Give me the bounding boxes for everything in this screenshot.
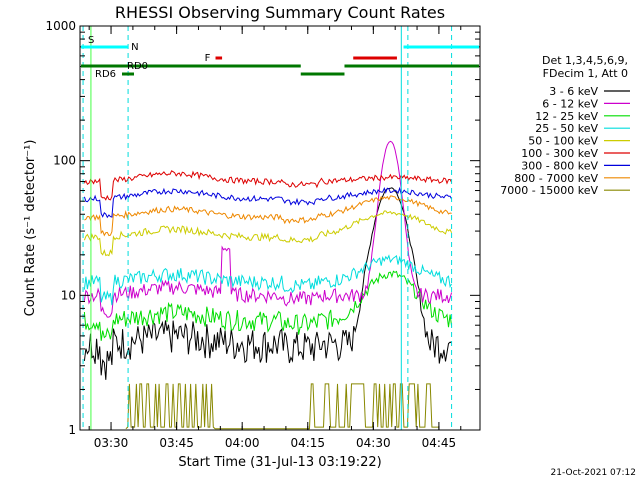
y-tick-label: 1 [68, 423, 76, 437]
series-line [83, 186, 453, 219]
legend: Det 1,3,4,5,6,9,FDecim 1, Att 0 3 - 6 keV… [500, 54, 630, 197]
x-tick-label: 04:15 [290, 436, 325, 450]
series-line [83, 210, 453, 257]
flag-label: F [205, 53, 211, 64]
timestamp: 21-Oct-2021 07:12 [551, 468, 636, 478]
series-line [83, 270, 453, 341]
legend-label: 25 - 50 keV [535, 122, 598, 135]
plot-area [82, 26, 453, 430]
x-axis-label: Start Time (31-Jul-13 03:19:22) [178, 455, 381, 470]
chart-title: RHESSI Observing Summary Count Rates [115, 3, 445, 22]
x-tick-label: 03:45 [159, 436, 194, 450]
x-tick-label: 04:30 [356, 436, 391, 450]
legend-label: 100 - 300 keV [521, 147, 598, 160]
legend-label: 6 - 12 keV [542, 97, 598, 110]
flag-label: RD6 [95, 69, 116, 80]
series-line [83, 140, 453, 318]
series-line [84, 195, 452, 237]
legend-label: 800 - 7000 keV [514, 172, 598, 185]
series-line [83, 170, 453, 201]
legend-label: 7000 - 15000 keV [500, 184, 598, 197]
observing-flags: N S F RD0 RD6 [81, 35, 479, 80]
y-tick-label: 100 [53, 154, 76, 168]
series-line [125, 383, 439, 430]
x-tick-label: 03:30 [94, 436, 129, 450]
legend-header: Det 1,3,4,5,6,9, [542, 54, 628, 67]
x-tick-label: 04:00 [225, 436, 260, 450]
series-line [83, 187, 452, 380]
legend-header: FDecim 1, Att 0 [543, 67, 628, 80]
legend-label: 50 - 100 keV [528, 135, 598, 148]
y-tick-label: 1000 [45, 19, 76, 33]
legend-label: 3 - 6 keV [549, 85, 598, 98]
axes: 1 10 100 1000 03:30 03:45 04:00 04:15 04:30 04:45 [45, 19, 481, 450]
flag-label: RD0 [127, 61, 148, 72]
y-tick-label: 10 [61, 288, 76, 302]
plot-frame [79, 25, 481, 431]
x-tick-label: 04:45 [422, 436, 457, 450]
flag-label: N [131, 42, 138, 53]
flag-label: S [88, 35, 94, 46]
legend-label: 12 - 25 keV [535, 110, 598, 123]
legend-label: 300 - 800 keV [521, 159, 598, 172]
y-axis-label: Count Rate (s⁻¹ detector⁻¹) [23, 140, 38, 317]
series-line [83, 254, 453, 306]
